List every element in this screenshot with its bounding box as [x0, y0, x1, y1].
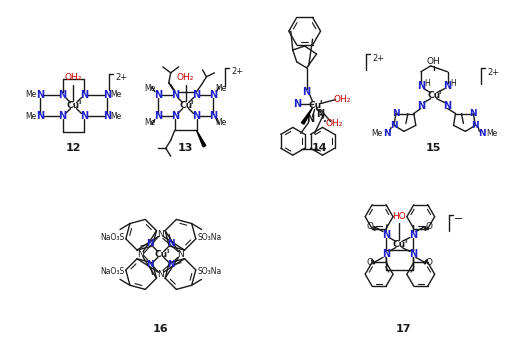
Text: 16: 16 — [153, 324, 168, 334]
Text: N: N — [409, 250, 417, 260]
Text: Cu: Cu — [67, 101, 80, 110]
Text: N: N — [103, 111, 111, 121]
Text: N: N — [472, 121, 479, 130]
Text: II: II — [79, 100, 82, 105]
Text: 2+: 2+ — [115, 73, 127, 82]
Text: Me: Me — [216, 118, 227, 127]
Polygon shape — [301, 108, 313, 124]
Text: N: N — [80, 111, 89, 121]
Text: N: N — [307, 115, 315, 125]
Text: N: N — [209, 90, 218, 100]
Text: 2+: 2+ — [372, 54, 384, 63]
Text: Cu: Cu — [154, 250, 167, 259]
Text: O: O — [366, 222, 374, 231]
Text: N: N — [146, 261, 154, 269]
Text: N: N — [171, 111, 179, 121]
Polygon shape — [196, 130, 206, 147]
Text: Cu: Cu — [308, 101, 321, 110]
Text: II: II — [166, 249, 169, 254]
Text: N: N — [177, 250, 184, 259]
Text: N: N — [444, 81, 451, 91]
Text: O: O — [425, 258, 432, 267]
Text: NaO₃S: NaO₃S — [100, 233, 124, 242]
Text: N: N — [103, 90, 111, 100]
Text: Me: Me — [110, 90, 122, 99]
Text: N: N — [36, 90, 44, 100]
Text: N: N — [167, 261, 175, 269]
Text: SO₃Na: SO₃Na — [197, 233, 222, 242]
Text: N: N — [469, 109, 477, 118]
Text: H: H — [424, 79, 430, 88]
Text: N: N — [382, 250, 390, 260]
Text: N: N — [392, 109, 400, 118]
Text: II: II — [319, 100, 324, 105]
Text: N: N — [157, 270, 164, 279]
Text: 15: 15 — [426, 143, 441, 153]
Text: N: N — [409, 230, 417, 240]
Text: Me: Me — [372, 129, 383, 138]
Text: N: N — [167, 239, 175, 248]
Text: OH₂: OH₂ — [65, 73, 82, 82]
Text: II: II — [404, 239, 408, 244]
Text: N: N — [316, 109, 325, 119]
Text: N: N — [36, 111, 44, 121]
Text: N: N — [146, 239, 154, 248]
Text: N: N — [80, 90, 89, 100]
Text: Me: Me — [25, 112, 36, 121]
Text: N: N — [59, 90, 67, 100]
Text: Cu: Cu — [392, 240, 406, 249]
Text: SO₃Na: SO₃Na — [197, 267, 222, 276]
Text: II: II — [191, 100, 194, 105]
Text: N: N — [157, 230, 164, 239]
Text: OH₂: OH₂ — [177, 73, 194, 82]
Text: N: N — [382, 230, 390, 240]
Text: Cu: Cu — [179, 101, 192, 110]
Text: O: O — [366, 258, 374, 267]
Text: NaO₃S: NaO₃S — [100, 267, 124, 276]
Text: 17: 17 — [396, 324, 412, 334]
Text: Me: Me — [144, 84, 156, 93]
Text: N: N — [417, 100, 425, 111]
Text: N: N — [154, 90, 162, 100]
Text: Me: Me — [110, 112, 122, 121]
Text: N: N — [478, 129, 486, 138]
Text: −: − — [454, 214, 463, 224]
Text: N: N — [59, 111, 67, 121]
Text: 2+: 2+ — [231, 67, 243, 76]
Text: N: N — [444, 100, 451, 111]
Text: OH₂: OH₂ — [326, 119, 343, 128]
Text: N: N — [193, 90, 201, 100]
Text: Me: Me — [25, 90, 36, 99]
Text: N: N — [209, 111, 218, 121]
Text: N: N — [417, 81, 425, 91]
Text: Me: Me — [216, 84, 227, 93]
Text: N: N — [390, 121, 398, 130]
Text: N: N — [293, 99, 301, 109]
Text: N: N — [154, 111, 162, 121]
Text: N: N — [383, 129, 391, 138]
Text: O: O — [425, 222, 432, 231]
Text: Cu: Cu — [427, 91, 440, 100]
Text: N: N — [303, 87, 310, 97]
Text: N: N — [193, 111, 201, 121]
Text: II: II — [439, 90, 442, 95]
Text: OH: OH — [427, 57, 440, 67]
Text: 12: 12 — [66, 143, 81, 153]
Text: Me: Me — [144, 118, 156, 127]
Text: HO: HO — [392, 212, 406, 221]
Text: H: H — [450, 79, 456, 88]
Text: 13: 13 — [178, 143, 193, 153]
Text: N: N — [138, 250, 144, 259]
Text: 14: 14 — [312, 143, 327, 153]
Text: Me: Me — [487, 129, 498, 138]
Text: 2+: 2+ — [487, 68, 499, 77]
Text: OH₂: OH₂ — [334, 95, 351, 104]
Text: N: N — [171, 90, 179, 100]
